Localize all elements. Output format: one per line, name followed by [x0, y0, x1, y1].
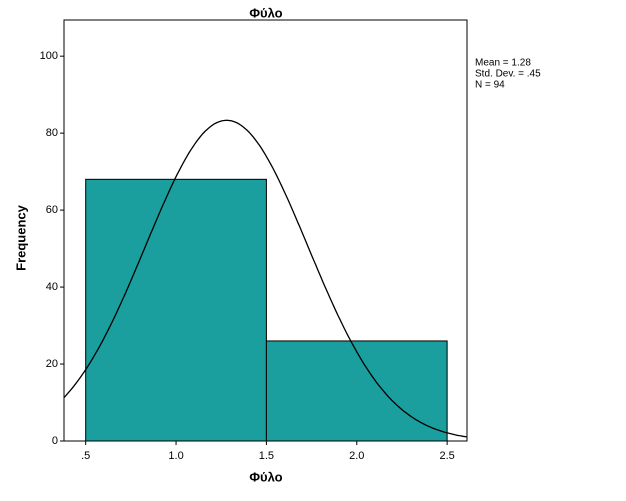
y-tick-label: 20: [46, 358, 58, 370]
normal-curve: [64, 119, 467, 438]
y-tick-label: 40: [46, 281, 58, 293]
x-tick-label: 1.0: [168, 450, 183, 462]
y-tick-label: 80: [46, 127, 58, 139]
stats-label: Mean = 1.28: [475, 58, 531, 69]
plot-frame: [63, 19, 468, 442]
y-tick-label: 100: [40, 50, 58, 62]
y-axis-label: Frequency: [13, 204, 28, 271]
bar: [85, 178, 267, 442]
stats-label: Std. Dev. = .45: [475, 69, 541, 80]
bar: [265, 340, 448, 442]
stats-label: N = 94: [475, 80, 505, 91]
y-tick-label: 0: [52, 435, 58, 447]
x-tick-label: 2.0: [349, 450, 364, 462]
x-axis-label: Φύλο: [249, 469, 282, 484]
x-tick-label: .5: [81, 450, 90, 462]
x-tick-label: 1.5: [259, 450, 274, 462]
x-tick-label: 2.5: [439, 450, 454, 462]
chart-title: Φύλο: [249, 5, 282, 20]
y-tick-label: 60: [46, 204, 58, 216]
